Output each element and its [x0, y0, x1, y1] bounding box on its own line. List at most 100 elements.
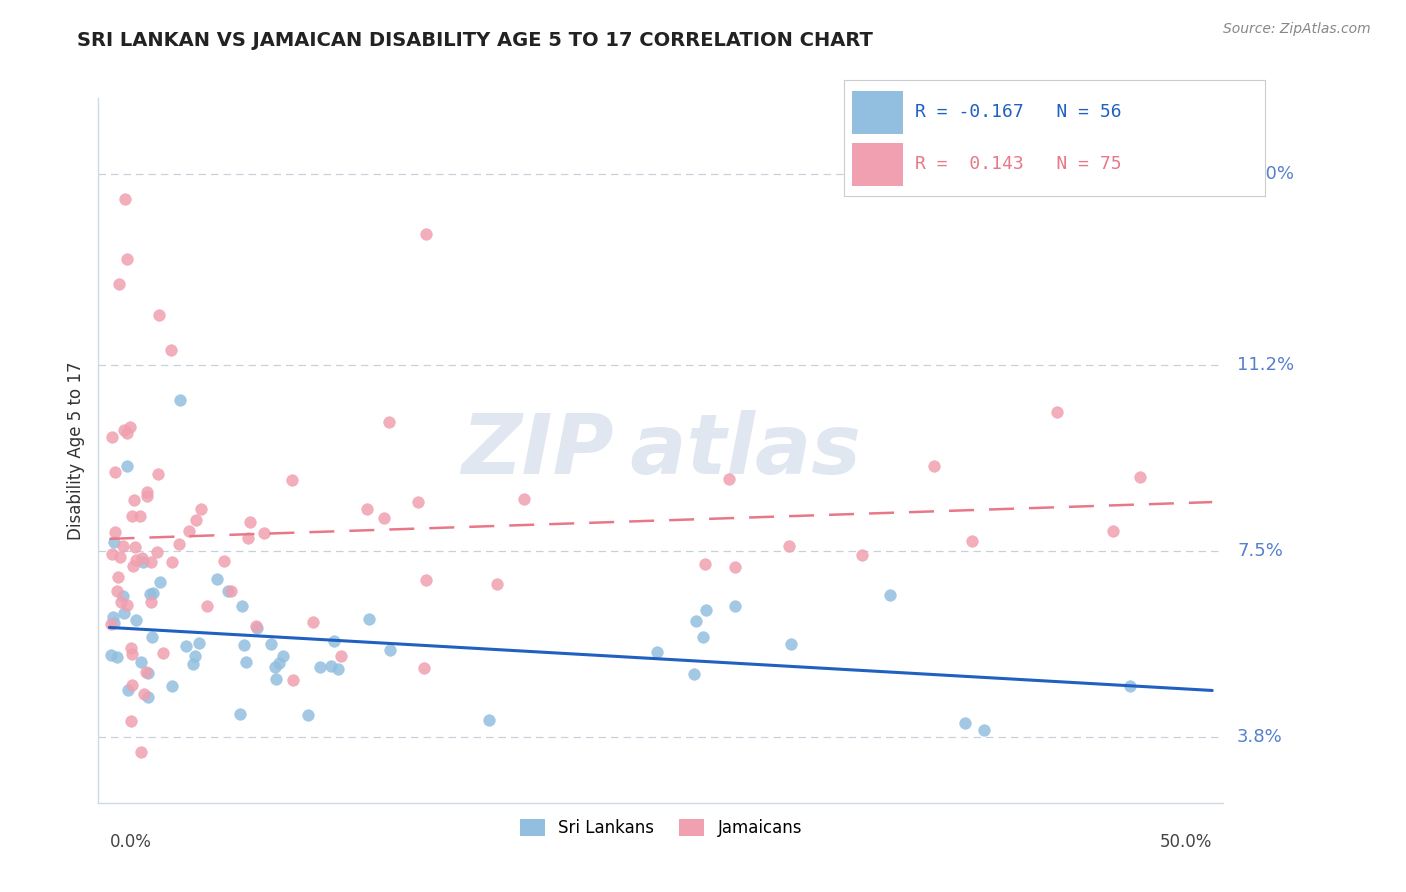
Point — [103, 616, 125, 631]
Legend: Sri Lankans, Jamaicans: Sri Lankans, Jamaicans — [513, 813, 808, 844]
Point — [141, 630, 163, 644]
Point — [219, 584, 242, 599]
Point — [205, 573, 228, 587]
Point — [124, 493, 146, 508]
Point — [160, 555, 183, 569]
Point — [118, 420, 141, 434]
Point — [695, 603, 717, 617]
Point — [105, 649, 128, 664]
Point — [136, 665, 159, 680]
Point — [159, 343, 181, 357]
Point — [104, 465, 127, 479]
Point — [413, 661, 436, 675]
Point — [190, 502, 212, 516]
Point — [212, 554, 235, 568]
Point — [645, 645, 668, 659]
FancyBboxPatch shape — [852, 91, 903, 134]
Point — [302, 615, 325, 629]
Point — [229, 707, 252, 722]
Point — [297, 708, 319, 723]
Point — [478, 713, 501, 727]
Point — [264, 672, 287, 686]
Point — [141, 555, 163, 569]
Point — [879, 588, 901, 602]
Point — [169, 393, 191, 408]
Point — [373, 511, 395, 525]
Point — [115, 458, 138, 473]
Point — [129, 746, 152, 760]
Text: R =  0.143   N = 75: R = 0.143 N = 75 — [915, 155, 1122, 173]
Point — [131, 555, 153, 569]
Point — [128, 509, 150, 524]
Text: R = -0.167   N = 56: R = -0.167 N = 56 — [915, 103, 1122, 121]
Point — [110, 549, 132, 564]
Text: 3.8%: 3.8% — [1237, 729, 1282, 747]
Point — [136, 489, 159, 503]
Point — [120, 714, 142, 729]
Point — [135, 485, 157, 500]
Point — [110, 595, 132, 609]
Point — [260, 637, 283, 651]
Point — [124, 540, 146, 554]
Point — [406, 495, 429, 509]
Point — [160, 679, 183, 693]
Text: 11.2%: 11.2% — [1237, 356, 1295, 374]
Point — [281, 673, 304, 687]
Point — [135, 665, 157, 679]
Point — [131, 550, 153, 565]
Point — [308, 659, 330, 673]
Point — [326, 662, 349, 676]
Point — [1118, 679, 1140, 693]
Point — [231, 599, 253, 613]
Text: ZIP atlas: ZIP atlas — [461, 410, 860, 491]
Point — [253, 526, 276, 541]
Point — [107, 570, 129, 584]
Point — [685, 614, 707, 628]
Point — [380, 642, 402, 657]
Point — [148, 467, 170, 481]
Point — [115, 252, 138, 267]
Point — [692, 630, 714, 644]
Point — [267, 657, 290, 671]
Point — [356, 502, 378, 516]
Point — [231, 811, 253, 825]
Point — [167, 537, 190, 551]
Point — [101, 430, 124, 444]
Point — [724, 560, 747, 574]
Point — [323, 633, 346, 648]
Point — [780, 637, 803, 651]
Point — [973, 723, 995, 737]
Point — [100, 617, 122, 632]
Point — [179, 524, 201, 538]
Point — [953, 715, 976, 730]
Point — [233, 639, 256, 653]
Point — [136, 690, 159, 705]
Point — [149, 574, 172, 589]
Text: 7.5%: 7.5% — [1237, 542, 1284, 560]
Point — [114, 192, 136, 206]
Point — [108, 277, 131, 292]
Point — [378, 416, 401, 430]
Point — [174, 639, 197, 653]
Point — [122, 558, 145, 573]
Point — [112, 607, 135, 621]
Text: Source: ZipAtlas.com: Source: ZipAtlas.com — [1223, 22, 1371, 37]
Point — [181, 657, 204, 671]
Point — [717, 472, 740, 486]
Point — [513, 492, 536, 507]
Point — [115, 426, 138, 441]
Point — [485, 576, 508, 591]
Y-axis label: Disability Age 5 to 17: Disability Age 5 to 17 — [66, 361, 84, 540]
Point — [139, 595, 162, 609]
Point — [695, 557, 717, 571]
Point — [1129, 470, 1152, 484]
Point — [121, 647, 143, 661]
Point — [121, 508, 143, 523]
Point — [103, 535, 125, 549]
Point — [329, 649, 352, 664]
Point — [100, 648, 122, 662]
Point — [132, 687, 155, 701]
Point — [724, 599, 747, 613]
Text: SRI LANKAN VS JAMAICAN DISABILITY AGE 5 TO 17 CORRELATION CHART: SRI LANKAN VS JAMAICAN DISABILITY AGE 5 … — [77, 31, 873, 50]
Point — [271, 649, 294, 664]
